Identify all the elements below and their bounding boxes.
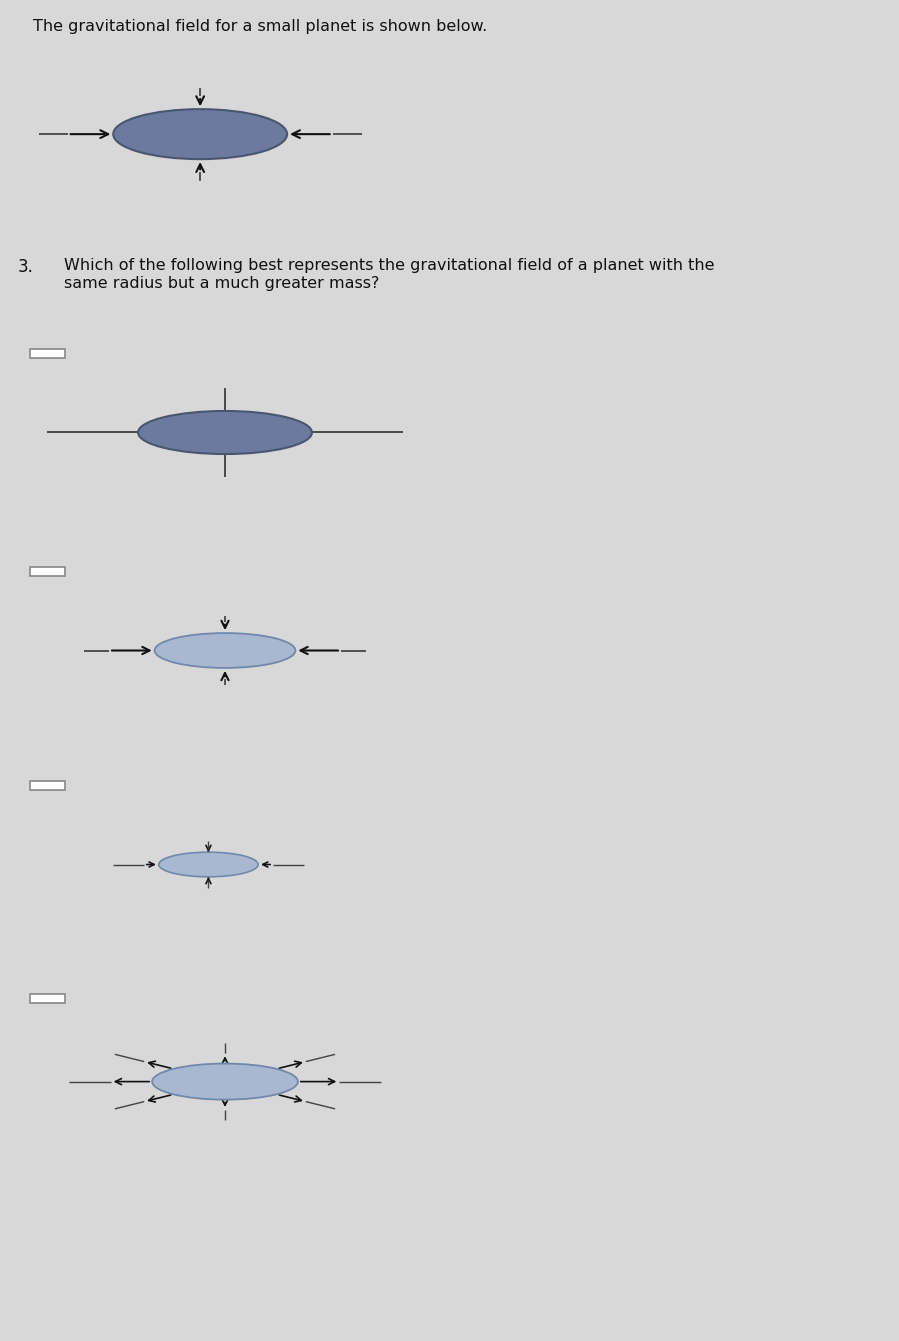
Bar [31,780,66,790]
Circle shape [152,1063,298,1100]
Text: The gravitational field for a small planet is shown below.: The gravitational field for a small plan… [33,19,487,34]
Text: 3.: 3. [18,259,34,276]
Circle shape [159,852,258,877]
Circle shape [113,109,287,160]
Text: Which of the following best represents the gravitational field of a planet with : Which of the following best represents t… [64,259,714,291]
Circle shape [155,633,296,668]
Bar [31,349,66,358]
Bar [31,567,66,575]
Bar [31,994,66,1003]
Circle shape [138,410,312,455]
